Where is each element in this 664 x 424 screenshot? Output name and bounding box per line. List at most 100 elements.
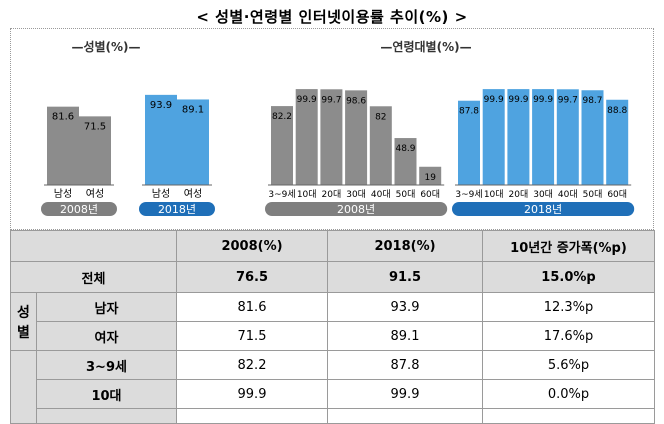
group-label: 2018년: [158, 203, 196, 216]
bar-value-label: 89.1: [182, 104, 204, 115]
cell-empty: [327, 408, 483, 424]
category-label: 3~9세: [455, 189, 482, 200]
row-label: 남자: [36, 292, 177, 322]
bar: [320, 89, 343, 185]
bar-value-label: 99.9: [297, 95, 317, 105]
group-label-age: [10, 350, 37, 424]
cell-2008: 81.6: [176, 292, 328, 322]
bar-value-label: 48.9: [395, 144, 415, 154]
category-label: 10대: [484, 189, 504, 200]
group-label-bg: [139, 202, 215, 216]
category-label: 3~9세: [268, 189, 295, 200]
table-row: 10대 99.9 99.9 0.0%p: [11, 379, 655, 409]
row-label: 3~9세: [36, 350, 177, 380]
category-label: 여성: [86, 188, 104, 200]
table-row: 3~9세 82.2 87.8 5.6%p: [10, 350, 655, 424]
charts-svg: —성별(%)— 81.6 남성 71.5 여성 2008년 93.9 남성 89.1 여성 2018…: [41, 39, 635, 216]
bar: [532, 89, 555, 185]
chart-title: —연령대별(%)—: [380, 39, 471, 54]
category-label: 60대: [420, 189, 440, 200]
bar-value-label: 99.9: [508, 95, 528, 105]
bar-value-label: 99.9: [533, 95, 553, 105]
bar: [394, 138, 417, 185]
row-label: 여자: [36, 321, 177, 351]
category-label: 20대: [322, 189, 342, 200]
bar-value-label: 19: [424, 173, 436, 183]
table-header-row: 2008(%) 2018(%) 10년간 증가폭(%p): [10, 230, 655, 262]
row-label: 전체: [10, 261, 177, 293]
category-label: 여성: [184, 188, 202, 200]
stats-table: 2008(%) 2018(%) 10년간 증가폭(%p) 전체 76.5 91.…: [10, 230, 655, 424]
bar-value-label: 99.9: [484, 95, 504, 105]
category-label: 40대: [371, 189, 391, 200]
group-label-bg: [452, 202, 635, 216]
header-cell-empty: [10, 230, 177, 262]
bar: [271, 106, 293, 185]
bar-value-label: 98.6: [346, 96, 366, 106]
cell-empty: [176, 408, 328, 424]
cell-increase: 17.6%p: [482, 321, 655, 351]
bar: [419, 166, 442, 185]
cell-2018: 93.9: [327, 292, 483, 322]
bar: [507, 89, 530, 185]
bar: [145, 94, 177, 185]
category-label: 60대: [607, 189, 627, 200]
bar-value-label: 71.5: [84, 121, 106, 132]
group-label-bg: [265, 202, 448, 216]
cell-increase: 12.3%p: [482, 292, 655, 322]
category-label: 10대: [297, 189, 317, 200]
cell-increase: 0.0%p: [482, 379, 655, 409]
category-label: 남성: [54, 188, 72, 200]
bar: [482, 89, 505, 185]
bar: [79, 116, 111, 185]
category-label: 30대: [346, 189, 366, 200]
bar-value-label: 99.7: [558, 95, 578, 105]
category-label: 50대: [583, 189, 603, 200]
bar: [606, 99, 629, 185]
table-row-total: 전체 76.5 91.5 15.0%p: [10, 261, 655, 293]
bar-value-label: 87.8: [459, 107, 479, 117]
bar: [295, 89, 318, 185]
cell-2018: 91.5: [327, 261, 483, 293]
bar-value-label: 82: [375, 112, 386, 122]
header-cell-2008: 2008(%): [176, 230, 328, 262]
cell-2008: 76.5: [176, 261, 328, 293]
cell-2018: 99.9: [327, 379, 483, 409]
cell-2018: 89.1: [327, 321, 483, 351]
category-label: 20대: [509, 189, 529, 200]
row-label: 10대: [36, 379, 177, 409]
group-label-gender: 성별: [10, 292, 37, 351]
table-row-partial: [11, 408, 655, 424]
table-row: 여자 71.5 89.1 17.6%p: [11, 321, 655, 351]
category-label: 40대: [558, 189, 578, 200]
bar-value-label: 88.8: [607, 106, 627, 116]
cell-increase: 5.6%p: [482, 350, 655, 380]
cell-increase: 15.0%p: [482, 261, 655, 293]
bar-value-label: 98.7: [582, 96, 602, 106]
page-title: < 성별·연령별 인터넷이용률 추이(%) >: [196, 8, 468, 26]
chart-title: —성별(%)—: [71, 39, 140, 54]
bar: [369, 106, 392, 185]
bar: [581, 90, 604, 185]
bar: [47, 106, 79, 185]
bar: [177, 99, 209, 185]
header-cell-2018: 2018(%): [327, 230, 483, 262]
bar: [458, 100, 480, 185]
cell-2018: 87.8: [327, 350, 483, 380]
row-label-empty: [36, 408, 177, 424]
bar-value-label: 93.9: [150, 100, 172, 111]
group-label: 2018년: [524, 203, 562, 216]
cell-2008: 82.2: [176, 350, 328, 380]
bar: [345, 90, 368, 185]
header-cell-increase: 10년간 증가폭(%p): [482, 230, 655, 262]
chart-area: —성별(%)— 81.6 남성 71.5 여성 2008년 93.9 남성 89.1 여성 2018…: [10, 28, 654, 230]
cell-empty: [482, 408, 655, 424]
category-label: 남성: [152, 188, 170, 200]
bar-value-label: 82.2: [272, 112, 292, 122]
table-row: 성별 남자 81.6 93.9 12.3%p: [10, 292, 655, 351]
category-label: 50대: [396, 189, 416, 200]
bar: [556, 89, 579, 185]
category-label: 30대: [533, 189, 553, 200]
group-label-bg: [41, 202, 117, 216]
cell-2008: 99.9: [176, 379, 328, 409]
